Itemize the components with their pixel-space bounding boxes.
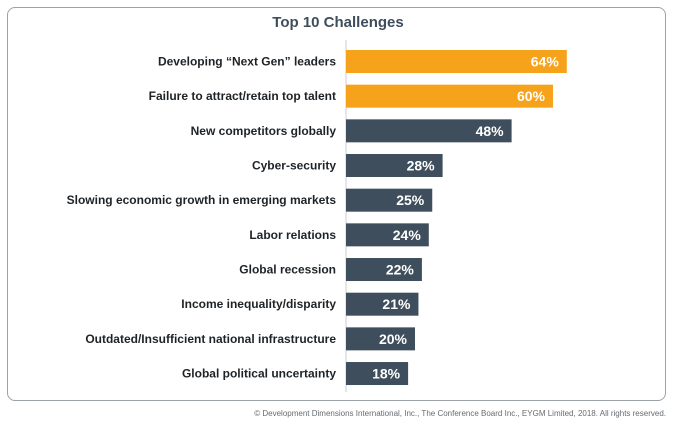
- category-label-7: Global recession: [239, 263, 336, 277]
- category-label-2: Failure to attract/retain top talent: [149, 89, 336, 103]
- bar-9: [346, 327, 415, 351]
- bar-3: [346, 119, 512, 143]
- value-label-8: 21%: [382, 296, 411, 312]
- bar-7: [346, 258, 422, 282]
- bar-4: [346, 154, 443, 178]
- value-label-1: 64%: [531, 54, 560, 70]
- category-label-4: Cyber-security: [252, 159, 336, 173]
- bar-10: [346, 362, 409, 386]
- value-label-3: 48%: [476, 123, 505, 139]
- bar-1: [346, 50, 567, 73]
- bars-group: Developing “Next Gen” leaders 64% Failure …: [67, 50, 567, 386]
- chart-title: Top 10 Challenges: [272, 14, 404, 31]
- category-label-3: New competitors globally: [191, 124, 337, 138]
- category-label-10: Global political uncertainty: [182, 367, 336, 381]
- category-label-9: Outdated/Insufficient national infrastru…: [85, 332, 336, 346]
- value-label-2: 60%: [517, 88, 546, 104]
- value-label-9: 20%: [379, 331, 408, 347]
- bar-5: [346, 188, 433, 212]
- value-label-10: 18%: [372, 366, 401, 382]
- category-label-8: Income inequality/disparity: [181, 297, 336, 311]
- bar-6: [346, 223, 429, 247]
- value-label-7: 22%: [386, 262, 415, 278]
- category-label-1: Developing “Next Gen” leaders: [158, 55, 336, 69]
- value-label-6: 24%: [393, 227, 422, 243]
- value-label-4: 28%: [407, 158, 436, 174]
- copyright-footer: © Development Dimensions International, …: [254, 409, 666, 418]
- category-label-5: Slowing economic growth in emerging mark…: [67, 193, 337, 207]
- bar-8: [346, 292, 419, 316]
- category-label-6: Labor relations: [249, 228, 336, 242]
- value-label-5: 25%: [396, 192, 425, 208]
- bar-2: [346, 84, 553, 108]
